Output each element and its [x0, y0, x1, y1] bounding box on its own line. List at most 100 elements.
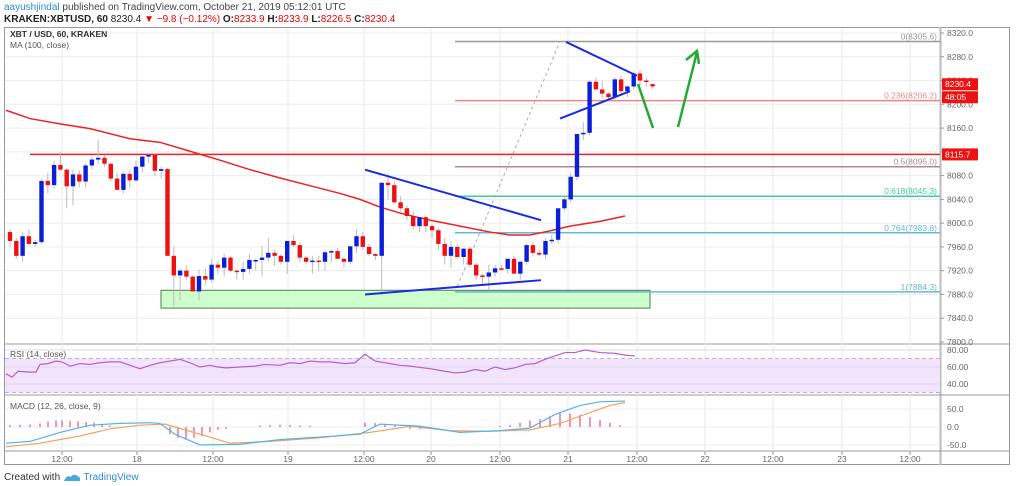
candle[interactable]	[530, 242, 536, 256]
candle[interactable]	[203, 267, 208, 286]
candle[interactable]	[455, 243, 460, 259]
candle[interactable]	[492, 264, 498, 277]
candle[interactable]	[448, 240, 454, 268]
trendline[interactable]	[364, 279, 542, 296]
candle[interactable]	[266, 237, 271, 262]
candle[interactable]	[303, 255, 309, 265]
candle[interactable]	[612, 77, 617, 100]
candle[interactable]	[373, 252, 378, 260]
candle[interactable]	[196, 269, 202, 301]
candle[interactable]	[411, 211, 416, 230]
trendline[interactable]	[565, 41, 638, 77]
candle[interactable]	[108, 162, 113, 182]
candle[interactable]	[348, 245, 353, 265]
candle[interactable]	[272, 249, 277, 266]
candle[interactable]	[600, 80, 605, 99]
candle[interactable]	[366, 243, 372, 256]
candle[interactable]	[618, 75, 624, 96]
candle[interactable]	[436, 227, 441, 250]
candle[interactable]	[417, 217, 422, 233]
candle[interactable]	[45, 172, 50, 194]
candle[interactable]	[568, 172, 573, 203]
candle[interactable]	[234, 269, 239, 280]
candle[interactable]	[637, 69, 643, 86]
support-zone[interactable]	[160, 289, 651, 309]
candle[interactable]	[58, 151, 63, 170]
candle[interactable]	[51, 160, 57, 189]
candle[interactable]	[461, 248, 466, 265]
candle[interactable]	[524, 243, 529, 265]
candle[interactable]	[70, 169, 76, 206]
candle[interactable]	[511, 255, 517, 274]
candle[interactable]	[310, 255, 315, 274]
candle[interactable]	[171, 246, 176, 307]
author-link[interactable]: aayushjindal	[4, 2, 60, 13]
candle[interactable]	[228, 255, 233, 273]
candle[interactable]	[152, 153, 158, 176]
candle[interactable]	[429, 224, 435, 238]
candle[interactable]	[499, 264, 504, 271]
candle[interactable]	[442, 237, 447, 265]
candle[interactable]	[39, 178, 44, 244]
candle[interactable]	[392, 181, 397, 204]
candle[interactable]	[259, 245, 265, 277]
candle[interactable]	[83, 163, 88, 188]
candle[interactable]	[644, 77, 649, 87]
candle[interactable]	[7, 229, 13, 247]
candle[interactable]	[127, 169, 132, 188]
candle[interactable]	[146, 153, 151, 164]
candle[interactable]	[335, 248, 340, 259]
trendline[interactable]	[559, 90, 631, 120]
candle[interactable]	[253, 258, 258, 271]
trendline[interactable]	[364, 168, 542, 222]
candle[interactable]	[14, 237, 19, 259]
candle[interactable]	[555, 208, 561, 244]
candle[interactable]	[89, 156, 95, 170]
candle[interactable]	[593, 77, 599, 90]
candle[interactable]	[77, 170, 82, 188]
candle[interactable]	[291, 235, 296, 247]
candle[interactable]	[354, 229, 359, 253]
candle[interactable]	[543, 237, 548, 259]
candle[interactable]	[486, 264, 491, 290]
candle[interactable]	[285, 240, 290, 274]
candle[interactable]	[329, 249, 334, 262]
candle[interactable]	[114, 172, 120, 190]
candle[interactable]	[322, 249, 328, 271]
candle[interactable]	[140, 155, 145, 173]
candle[interactable]	[297, 242, 302, 262]
candle[interactable]	[159, 166, 164, 179]
candle[interactable]	[574, 134, 580, 181]
candle[interactable]	[165, 167, 170, 256]
candle[interactable]	[379, 182, 384, 295]
candle[interactable]	[480, 273, 485, 286]
candle[interactable]	[385, 174, 391, 200]
candle[interactable]	[404, 205, 410, 221]
candle[interactable]	[247, 254, 252, 274]
candle[interactable]	[537, 249, 542, 256]
candle[interactable]	[26, 229, 32, 246]
candle[interactable]	[240, 261, 246, 280]
candle[interactable]	[215, 261, 221, 274]
candle[interactable]	[360, 232, 365, 250]
candle[interactable]	[278, 254, 284, 265]
candle[interactable]	[33, 239, 38, 247]
candle[interactable]	[121, 172, 126, 194]
candle[interactable]	[222, 254, 227, 277]
candle[interactable]	[316, 255, 321, 271]
candle[interactable]	[209, 258, 214, 283]
candle[interactable]	[549, 235, 554, 244]
candle[interactable]	[562, 196, 567, 212]
candle[interactable]	[96, 139, 101, 164]
candle[interactable]	[581, 122, 586, 140]
candle[interactable]	[518, 260, 523, 280]
candle[interactable]	[467, 246, 473, 268]
candle[interactable]	[190, 275, 195, 292]
tradingview-link[interactable]: TradingView	[83, 472, 139, 483]
candle[interactable]	[64, 168, 69, 209]
candle[interactable]	[650, 84, 655, 89]
candle[interactable]	[184, 265, 189, 280]
candle[interactable]	[20, 232, 25, 262]
candle[interactable]	[102, 155, 107, 167]
